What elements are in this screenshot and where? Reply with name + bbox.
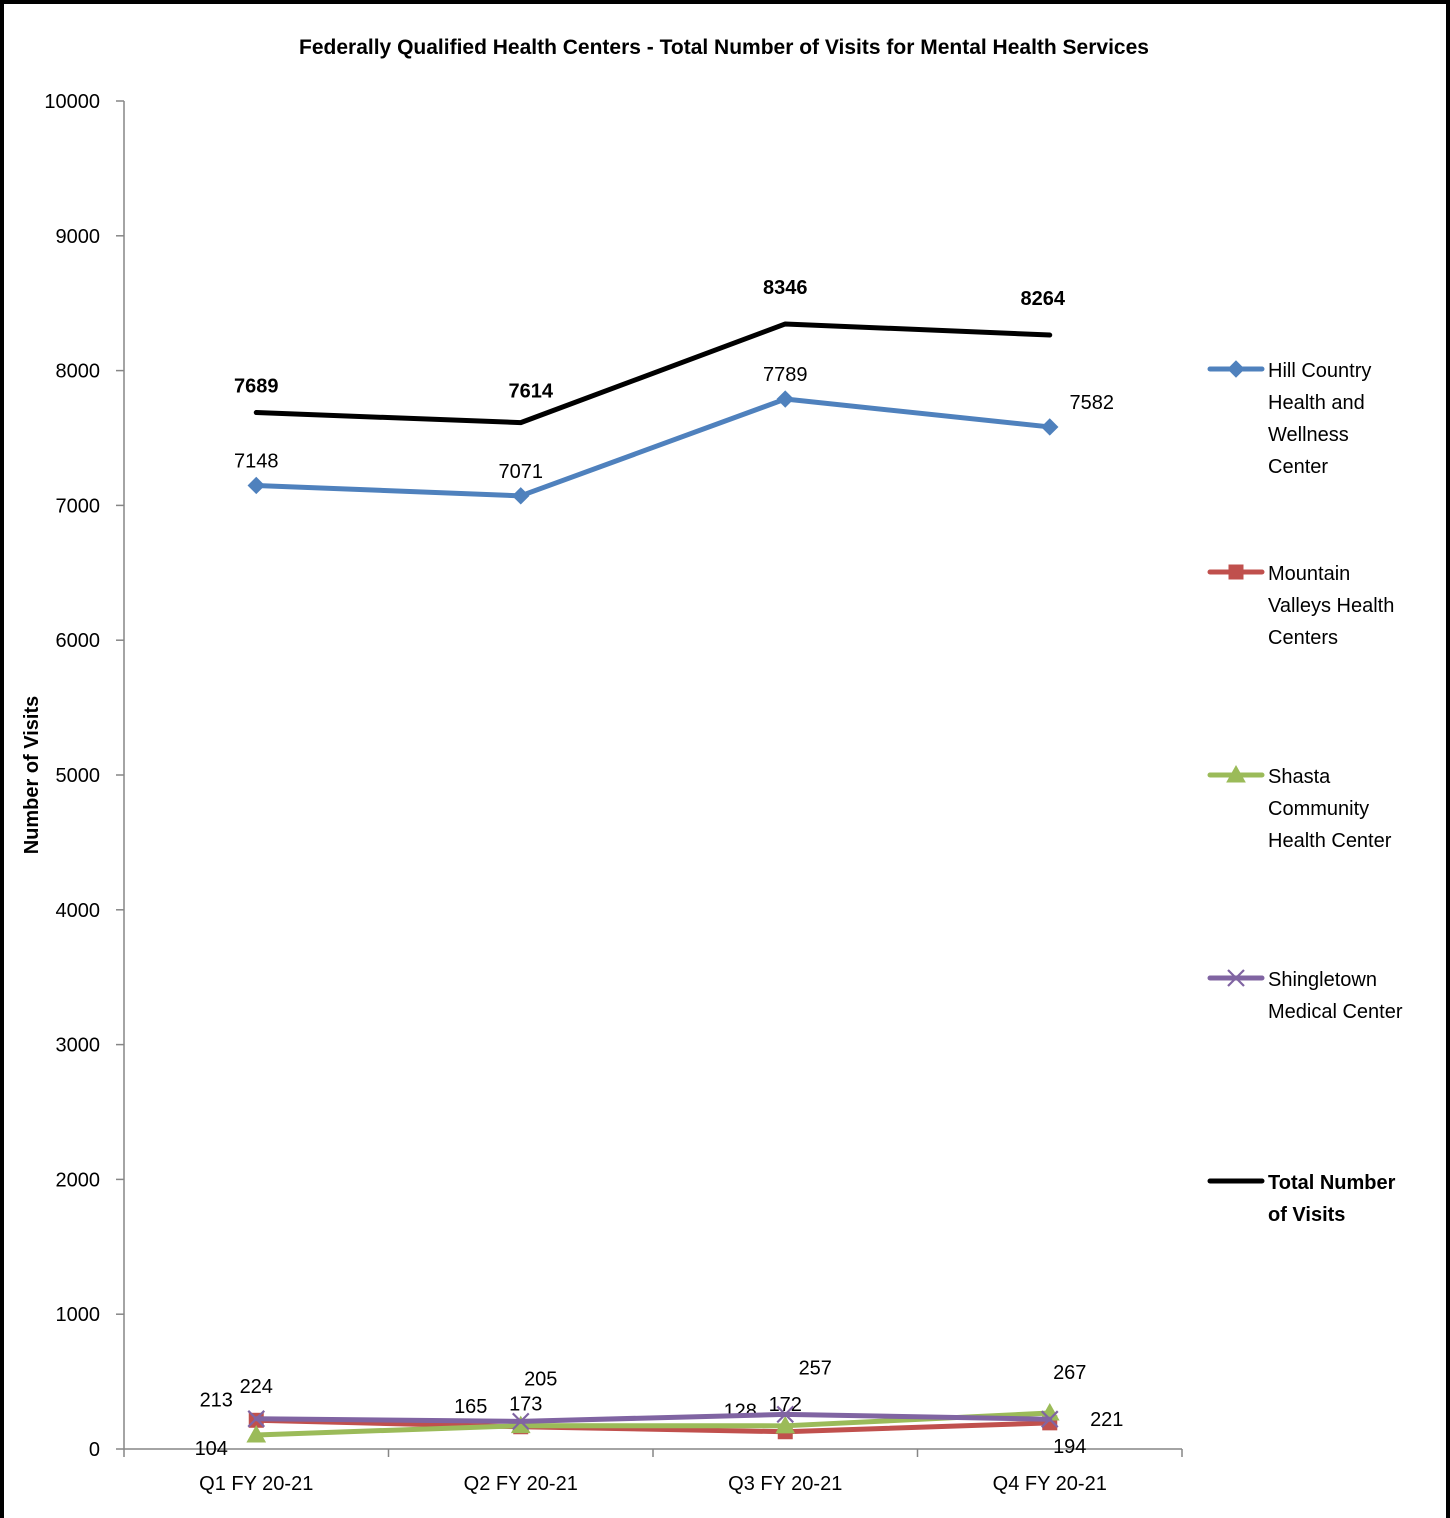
data-label: 173 [509,1394,542,1416]
data-label: 7582 [1070,392,1115,414]
y-tick-label: 7000 [56,495,101,517]
series-line [253,321,1053,426]
y-tick-label: 3000 [56,1035,101,1057]
y-tick-label: 0 [89,1439,100,1461]
y-tick-label: 10000 [44,91,100,113]
series-line [253,396,1053,499]
x-tick-label: Q3 FY 20-21 [728,1473,842,1495]
legend-label: Wellness [1268,424,1349,446]
legend-label: Shingletown [1268,969,1377,991]
legend-entry: Mountain Valleys Health Centers [1207,563,1394,649]
x-marker [1040,1410,1059,1428]
legend-label: of Visits [1268,1204,1345,1226]
data-label: 7789 [763,364,808,386]
data-label: 8346 [763,277,808,299]
data-label: 257 [799,1357,832,1379]
data-label: 128 [724,1401,757,1423]
series-3: 224 205 257 221 [240,1357,1124,1431]
legend-label: Total Number [1268,1172,1396,1194]
legend-label: Medical Center [1268,1001,1403,1023]
y-tick-label: 2000 [56,1169,101,1191]
legend-label: Hill Country [1268,360,1371,382]
legend-entry: Shasta Community Health Center [1207,764,1392,852]
series-line [253,1417,1053,1435]
data-label: 213 [200,1389,233,1411]
data-label: 8264 [1021,288,1066,310]
y-tick-label: 6000 [56,630,101,652]
legend-label: Community [1268,798,1369,820]
diamond-marker [776,390,794,408]
series-4: 7689 7614 8346 8264 [234,277,1066,426]
data-label: 7689 [234,376,279,398]
legend-entry: Hill Country Health and Wellness Center [1207,360,1371,478]
x-marker [1227,969,1245,987]
x-tick-label: Q1 FY 20-21 [199,1473,313,1495]
diamond-marker [247,476,265,495]
series-line [253,1411,1053,1424]
y-tick-label: 4000 [56,900,101,922]
legend-label: Valleys Health [1268,595,1394,617]
diamond-marker [1041,418,1059,436]
data-label: 194 [1053,1436,1086,1458]
y-tick-label: 9000 [56,226,101,248]
legend-entry: Total Number of Visits [1207,1172,1396,1226]
legend-label: Health and [1268,392,1365,414]
y-tick-label: 5000 [56,765,101,787]
legend-label: Centers [1268,627,1338,649]
triangle-marker [246,1424,267,1443]
x-marker [511,1412,530,1431]
legend-label: Center [1268,456,1328,478]
data-label: 104 [195,1438,228,1460]
x-marker [776,1405,795,1424]
triangle-marker [1226,764,1246,783]
triangle-marker [775,1415,796,1434]
series-0: 7148 7071 7789 7582 [234,364,1115,505]
y-tick-label: 1000 [56,1304,101,1326]
legend-label: Mountain [1268,563,1350,585]
series-line [253,1410,1053,1438]
diamond-marker [1227,360,1245,378]
legend-label: Health Center [1268,830,1392,852]
data-label: 7148 [234,450,279,472]
data-label: 267 [1053,1362,1086,1384]
x-tick-label: Q2 FY 20-21 [464,1473,578,1495]
x-tick-label: Q4 FY 20-21 [993,1473,1107,1495]
data-label: 205 [524,1368,557,1390]
data-label: 172 [769,1394,802,1416]
plot-area: 0 1000 2000 3000 4000 5000 6000 7000 8000 9000 100… [44,91,1183,1495]
series-2: 104 173 172 267 [195,1362,1087,1460]
data-label: 165 [454,1396,487,1418]
legend-entry: Shingletown Medical Center [1207,969,1403,1023]
square-marker [1228,564,1244,580]
x-marker [247,1410,266,1428]
data-label: 7071 [499,461,544,483]
data-label: 221 [1090,1409,1123,1431]
y-axis-label: Number of Visits [21,696,43,855]
legend-label: Shasta [1268,766,1331,788]
data-label: 7614 [509,381,554,403]
chart-title: Federally Qualified Health Centers - Tot… [299,36,1149,59]
y-tick-label: 8000 [56,361,101,383]
legend: Hill Country Health and Wellness Center Moun… [1207,360,1403,1226]
diamond-marker [512,487,530,505]
data-label: 224 [240,1376,273,1398]
